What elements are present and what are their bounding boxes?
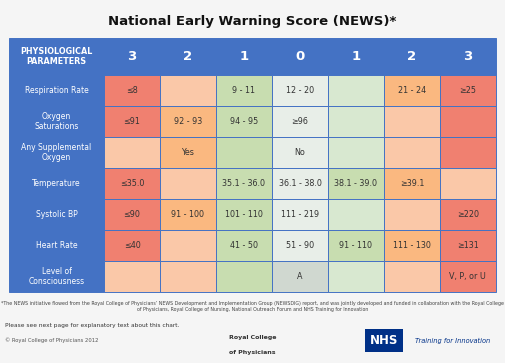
Text: Any Supplemental
Oxygen: Any Supplemental Oxygen [21,143,92,162]
Text: ≥25: ≥25 [460,86,476,95]
Text: 1: 1 [351,50,361,63]
Text: 111 - 130: 111 - 130 [393,241,431,250]
Text: 91 - 110: 91 - 110 [339,241,373,250]
Text: 38.1 - 39.0: 38.1 - 39.0 [334,179,377,188]
Text: 92 - 93: 92 - 93 [174,117,202,126]
Text: 3: 3 [127,50,137,63]
Text: 51 - 90: 51 - 90 [286,241,314,250]
Text: ≤40: ≤40 [124,241,140,250]
Text: 2: 2 [408,50,417,63]
Text: Temperature: Temperature [32,179,81,188]
Text: ≤90: ≤90 [124,210,140,219]
Text: ≥96: ≥96 [291,117,309,126]
Text: 101 - 110: 101 - 110 [225,210,263,219]
Text: 0: 0 [295,50,305,63]
Text: ≤91: ≤91 [124,117,140,126]
Text: ≥39.1: ≥39.1 [400,179,424,188]
Text: National Early Warning Score (NEWS)*: National Early Warning Score (NEWS)* [108,15,397,28]
Text: ≥131: ≥131 [457,241,479,250]
Text: No: No [294,148,306,157]
Text: 12 - 20: 12 - 20 [286,86,314,95]
Text: A: A [297,272,302,281]
Text: Oxygen
Saturations: Oxygen Saturations [34,112,79,131]
Text: 3: 3 [463,50,473,63]
Text: Training for Innovation: Training for Innovation [415,338,490,343]
Text: 111 - 219: 111 - 219 [281,210,319,219]
Text: 35.1 - 36.0: 35.1 - 36.0 [223,179,266,188]
Text: 21 - 24: 21 - 24 [398,86,426,95]
Text: 36.1 - 38.0: 36.1 - 38.0 [279,179,321,188]
Text: Yes: Yes [182,148,194,157]
Text: Systolic BP: Systolic BP [36,210,77,219]
Bar [365,329,403,352]
Text: 1: 1 [239,50,248,63]
Text: Heart Rate: Heart Rate [36,241,77,250]
Text: NHS: NHS [370,334,398,347]
Text: *The NEWS initiative flowed from the Royal College of Physicians’ NEWS Developme: *The NEWS initiative flowed from the Roy… [1,301,504,312]
Text: ≤8: ≤8 [126,86,138,95]
Text: 2: 2 [183,50,192,63]
Text: PHYSIOLOGICAL
PARAMETERS: PHYSIOLOGICAL PARAMETERS [20,47,93,66]
Text: 9 - 11: 9 - 11 [232,86,256,95]
Text: © Royal College of Physicians 2012: © Royal College of Physicians 2012 [5,338,98,343]
Text: Please see next page for explanatory text about this chart.: Please see next page for explanatory tex… [5,323,179,328]
Text: Royal College: Royal College [229,335,276,340]
Text: Respiration Rate: Respiration Rate [25,86,88,95]
Text: 94 - 95: 94 - 95 [230,117,258,126]
Text: 41 - 50: 41 - 50 [230,241,258,250]
Text: ≥220: ≥220 [457,210,479,219]
Text: ≤35.0: ≤35.0 [120,179,144,188]
Text: Level of
Consciousness: Level of Consciousness [28,267,85,286]
Text: 91 - 100: 91 - 100 [172,210,205,219]
Text: V, P, or U: V, P, or U [449,272,486,281]
Text: of Physicians: of Physicians [229,350,276,355]
